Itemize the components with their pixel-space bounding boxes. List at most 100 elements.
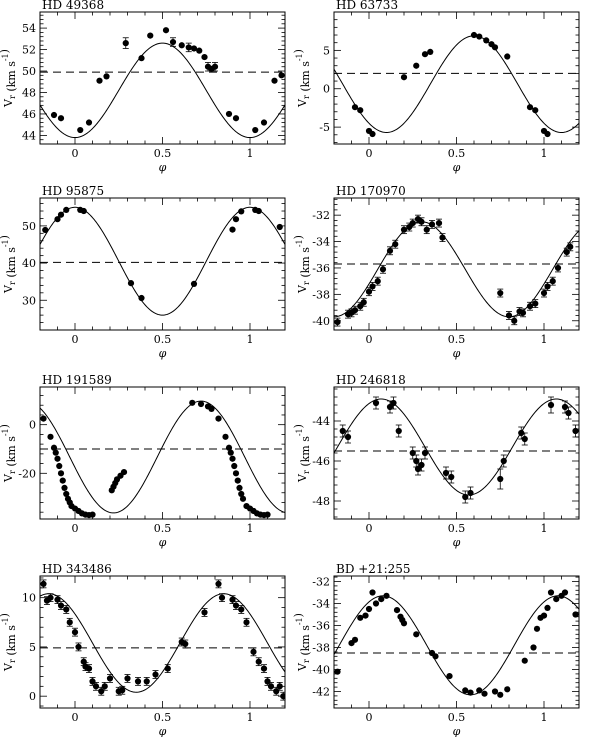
- x-tick-label: 0.5: [154, 333, 172, 346]
- y-tick-label: 54: [22, 22, 36, 35]
- data-point: [260, 665, 268, 672]
- y-tick-label: -36: [312, 620, 330, 633]
- data-point: [119, 687, 126, 694]
- y-tick-label: 0: [29, 690, 36, 703]
- data-point: [57, 115, 65, 122]
- data-point: [369, 589, 376, 596]
- orbital-fit-curve: [40, 42, 285, 139]
- data-point: [273, 688, 280, 695]
- y-tick-label: -34: [312, 236, 330, 249]
- data-point: [57, 602, 65, 609]
- data-point: [414, 465, 422, 473]
- panel-8: BD +21:255 0 0.5 1 -42 -40 -38 -36 -34 -32 φ Vr (km…: [292, 562, 580, 737]
- panel-title: HD 343486: [42, 562, 112, 576]
- data-point: [101, 683, 108, 690]
- data-point: [386, 403, 394, 411]
- panel-4: HD 170970 0 0.5 1 -40 -38 -36 -34 -32 φ Vr (km s-1…: [292, 184, 580, 360]
- panel-title: HD 63733: [336, 0, 398, 12]
- y-tick-label: -48: [312, 495, 330, 508]
- data-point: [229, 226, 236, 233]
- data-point: [57, 211, 65, 218]
- x-tick-label: 0: [72, 522, 79, 535]
- x-tick-label: 0.5: [448, 711, 466, 724]
- data-point: [432, 653, 439, 660]
- data-point: [435, 219, 443, 227]
- data-point: [218, 594, 226, 601]
- data-point: [567, 243, 574, 250]
- plot-frame: [39, 386, 286, 520]
- x-axis-label: φ: [453, 161, 461, 174]
- panel-title: HD 95875: [42, 184, 104, 198]
- data-point: [400, 620, 408, 627]
- data-point: [334, 668, 341, 675]
- data-point: [390, 399, 397, 407]
- data-point: [222, 433, 229, 440]
- data-point: [553, 596, 560, 603]
- data-point: [532, 107, 539, 114]
- data-point: [351, 636, 359, 643]
- panel-title: HD 246818: [336, 373, 406, 387]
- y-tick-label: -36: [312, 262, 330, 275]
- data-point: [89, 678, 96, 685]
- data-point: [56, 462, 63, 470]
- data-point: [61, 484, 68, 491]
- data-point: [400, 226, 408, 233]
- data-point: [208, 405, 215, 412]
- data-point: [201, 53, 208, 61]
- data-point: [383, 592, 390, 599]
- panel-6: HD 246818 0 0.5 1 -48 -46 -44 φ Vr (km s-1): [292, 373, 580, 549]
- x-tick-label: 0: [366, 711, 373, 724]
- data-point: [334, 318, 341, 326]
- data-point: [497, 289, 504, 297]
- data-point: [232, 602, 240, 609]
- data-point: [483, 37, 490, 44]
- y-tick-label: -44: [312, 415, 330, 428]
- data-point: [339, 427, 346, 435]
- data-point: [481, 690, 488, 697]
- data-point: [565, 409, 572, 417]
- data-point: [143, 678, 150, 685]
- data-point: [521, 657, 528, 664]
- y-tick-label: 5: [29, 641, 36, 654]
- data-point: [162, 27, 170, 34]
- data-point: [215, 580, 222, 587]
- data-point: [549, 278, 556, 285]
- data-point: [232, 115, 240, 122]
- x-tick-label: 1: [541, 522, 548, 535]
- data-point: [344, 433, 352, 441]
- data-point: [124, 675, 131, 682]
- y-tick-label: -32: [312, 209, 330, 222]
- y-tick-label: -40: [312, 664, 330, 677]
- data-point: [122, 40, 129, 47]
- data-point: [413, 457, 420, 465]
- data-point: [80, 207, 87, 215]
- panel-title: HD 170970: [336, 184, 406, 198]
- data-point: [255, 207, 262, 215]
- x-tick-label: 0.5: [154, 147, 172, 160]
- data-point: [413, 62, 420, 69]
- data-point: [225, 110, 233, 118]
- data-point: [182, 640, 189, 648]
- x-axis-label: φ: [159, 347, 167, 360]
- data-point: [201, 609, 208, 616]
- data-point: [418, 218, 425, 225]
- data-point: [227, 449, 234, 456]
- data-point: [252, 126, 259, 134]
- data-points: [42, 206, 283, 302]
- x-tick-label: 1: [541, 147, 548, 160]
- data-points: [40, 579, 285, 701]
- data-point: [238, 490, 245, 498]
- data-point: [234, 477, 241, 484]
- data-point: [238, 606, 245, 613]
- x-tick-label: 1: [541, 333, 548, 346]
- data-point: [530, 644, 537, 651]
- orbital-fit-curve: [40, 206, 285, 316]
- orbital-fit-curve: [40, 593, 285, 693]
- data-point: [439, 234, 446, 241]
- x-tick-label: 0.5: [448, 333, 466, 346]
- data-point: [511, 317, 518, 324]
- plot-frame: [39, 575, 286, 709]
- data-point: [467, 489, 474, 497]
- data-point: [504, 686, 511, 693]
